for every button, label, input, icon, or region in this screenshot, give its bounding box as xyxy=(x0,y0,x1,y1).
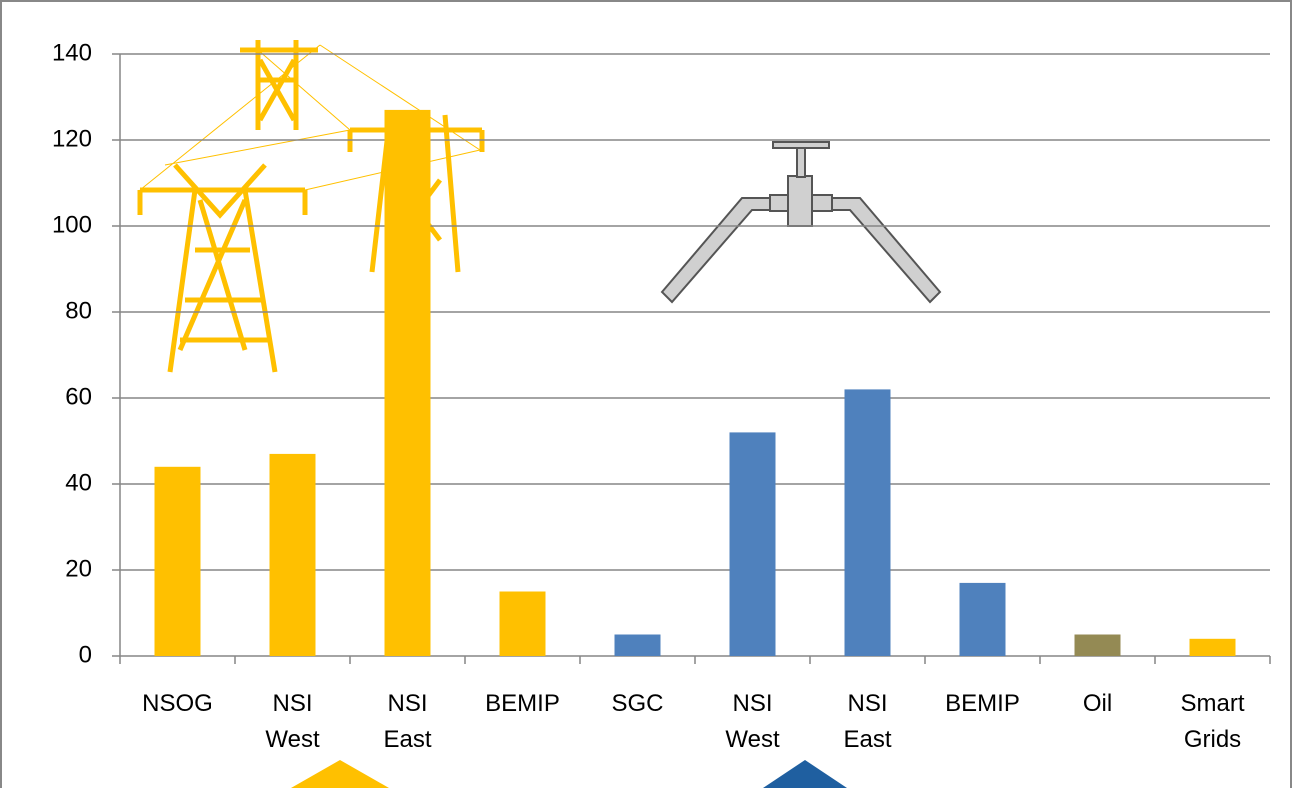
x-tick-label: NSI East xyxy=(383,690,432,753)
x-tick-label: NSOG xyxy=(142,690,213,717)
y-tick-label: 60 xyxy=(65,383,92,410)
x-tick-label: Smart Grids xyxy=(1180,690,1245,753)
y-tick-label: 100 xyxy=(52,211,92,238)
y-tick-label: 40 xyxy=(65,469,92,496)
bar xyxy=(384,109,431,656)
y-tick-label: 0 xyxy=(79,641,92,668)
x-tick-label: NSI West xyxy=(265,690,320,753)
bar xyxy=(154,466,201,656)
x-tick-label: BEMIP xyxy=(485,690,560,717)
x-tick-label: NSI East xyxy=(843,690,892,753)
bar xyxy=(499,591,546,656)
x-tick-label: SGC xyxy=(611,690,664,717)
y-tick-label: 140 xyxy=(52,39,92,66)
valve-icon xyxy=(660,141,942,304)
bar xyxy=(844,389,891,656)
bar xyxy=(729,432,776,656)
pylon-icon xyxy=(137,40,485,373)
x-tick-label: NSI West xyxy=(725,690,780,753)
bar xyxy=(959,582,1006,656)
y-tick-label: 120 xyxy=(52,125,92,152)
arrow-gas xyxy=(763,760,847,788)
y-tick-label: 80 xyxy=(65,297,92,324)
arrow-electricity xyxy=(291,760,389,788)
x-tick-label: BEMIP xyxy=(945,690,1020,717)
y-tick-label: 20 xyxy=(65,555,92,582)
bar xyxy=(1189,638,1236,656)
x-tick-label: Oil xyxy=(1082,690,1113,717)
bar xyxy=(614,634,661,656)
bar xyxy=(269,453,316,656)
bar xyxy=(1074,634,1121,656)
